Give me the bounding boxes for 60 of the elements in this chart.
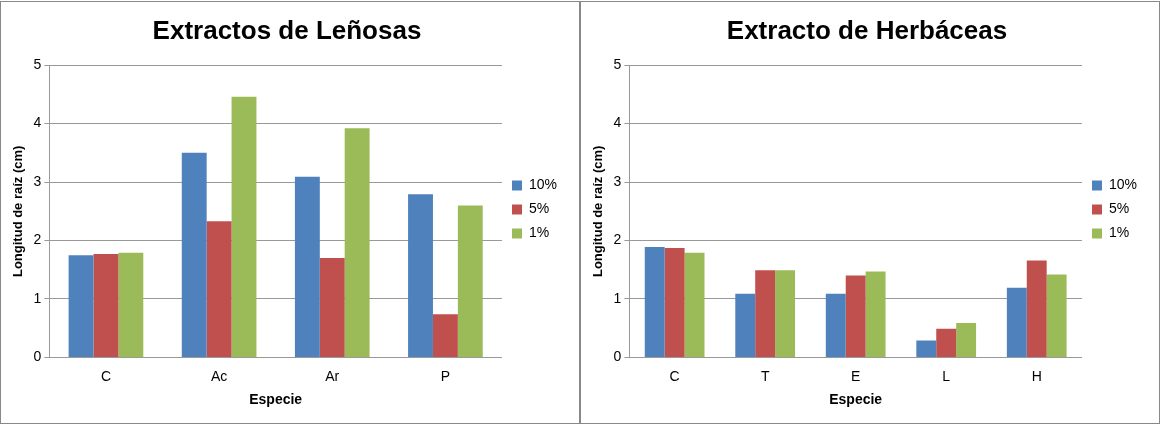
y-axis-title: Longitud de raíz (cm) bbox=[10, 145, 26, 278]
bar bbox=[206, 221, 232, 357]
bar bbox=[118, 252, 144, 357]
chart-title: Extracto de Herbáceas bbox=[726, 14, 1008, 45]
bar bbox=[684, 252, 705, 357]
y-axis-title: Longitud de raíz (cm) bbox=[590, 145, 606, 278]
bar bbox=[916, 340, 937, 357]
chart-title: Extractos de Leñosas bbox=[152, 14, 422, 45]
bar bbox=[936, 328, 957, 357]
bar bbox=[644, 246, 665, 357]
x-tick-label: C bbox=[100, 367, 112, 384]
bar bbox=[93, 253, 119, 357]
bar bbox=[1006, 287, 1027, 357]
y-tick-label: 3 bbox=[33, 172, 42, 189]
x-tick-label: L bbox=[942, 367, 951, 384]
x-tick-label: H bbox=[1031, 367, 1042, 384]
y-tick-label: 0 bbox=[613, 348, 622, 365]
legend-label: 10% bbox=[1108, 176, 1138, 193]
y-tick-label: 5 bbox=[613, 56, 622, 73]
y-tick-label: 5 bbox=[33, 56, 42, 73]
bar bbox=[775, 270, 796, 357]
bar bbox=[408, 194, 433, 357]
y-tick-label: 2 bbox=[33, 231, 42, 248]
legend-label: 1% bbox=[1108, 224, 1130, 241]
bar bbox=[735, 293, 756, 357]
bar bbox=[664, 248, 685, 357]
x-axis-title: Especie bbox=[829, 391, 883, 408]
bar bbox=[319, 258, 345, 357]
bar bbox=[432, 314, 458, 357]
y-tick-label: 3 bbox=[613, 172, 622, 189]
bar bbox=[956, 322, 977, 357]
x-tick-label: E bbox=[851, 367, 861, 384]
y-tick-label: 2 bbox=[613, 231, 622, 248]
y-tick-label: 1 bbox=[613, 289, 622, 306]
bar bbox=[231, 96, 257, 357]
bar bbox=[68, 255, 94, 357]
legend-label: 5% bbox=[528, 200, 550, 217]
bar bbox=[181, 152, 207, 357]
x-tick-label: T bbox=[760, 367, 770, 384]
bar bbox=[1046, 274, 1067, 357]
y-tick-label: 1 bbox=[33, 289, 42, 306]
y-tick-label: 0 bbox=[33, 348, 42, 365]
x-tick-label: Ar bbox=[325, 367, 340, 384]
x-tick-label: C bbox=[669, 367, 680, 384]
legend-label: 1% bbox=[528, 224, 550, 241]
x-tick-label: Ac bbox=[210, 367, 228, 384]
y-tick-label: 4 bbox=[33, 114, 42, 131]
legend-label: 5% bbox=[1108, 200, 1130, 217]
bar bbox=[1026, 260, 1047, 357]
x-tick-label: P bbox=[440, 367, 451, 384]
bar bbox=[845, 275, 866, 357]
y-tick-label: 4 bbox=[613, 114, 622, 131]
legend-label: 10% bbox=[528, 176, 558, 193]
bar bbox=[865, 271, 886, 357]
bar bbox=[457, 205, 483, 357]
bar bbox=[344, 128, 370, 357]
bar bbox=[755, 270, 776, 357]
x-axis-title: Especie bbox=[249, 391, 303, 408]
bar bbox=[294, 176, 320, 357]
bar bbox=[825, 293, 846, 357]
